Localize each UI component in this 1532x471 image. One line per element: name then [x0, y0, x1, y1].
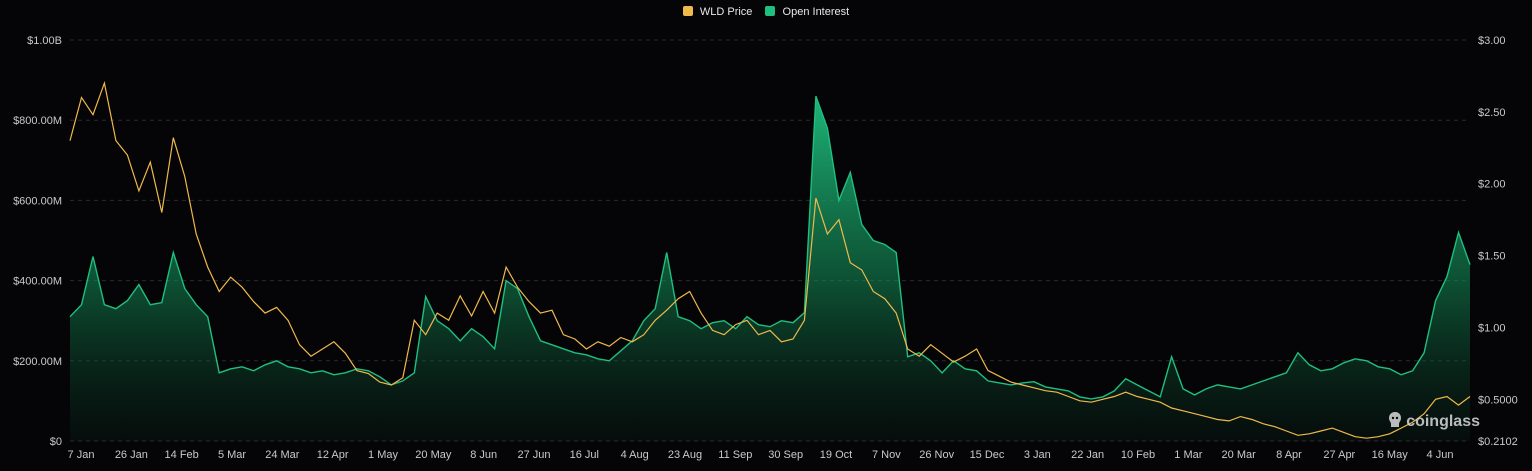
x-axis-tick-label: 30 Sep — [768, 449, 803, 461]
watermark: coinglass — [1387, 411, 1480, 431]
wld-price-line — [69, 80, 1471, 439]
x-axis-tick-label: 15 Dec — [970, 449, 1005, 461]
right-axis-tick-label: $1.00 — [1478, 322, 1506, 334]
left-axis-tick-label: $0 — [50, 436, 62, 448]
x-axis-tick-label: 7 Nov — [872, 449, 901, 461]
coinglass-logo-icon — [1389, 412, 1402, 427]
x-axis: 7 Jan 26 Jan 14 Feb 5 Mar 24 Mar 12 Apr 1 May 2… — [68, 449, 1454, 461]
legend-swatch-price — [682, 6, 693, 16]
x-axis-tick-label: 19 Oct — [820, 449, 852, 461]
left-axis-tick-label: $400.00M — [13, 276, 62, 288]
right-axis: $0.2102 $0.5000 $1.00 $1.50 $2.00 $2.50 $3.00 — [1478, 35, 1518, 448]
right-axis-tick-label: $2.00 — [1478, 179, 1506, 191]
x-axis-tick-label: 8 Jun — [470, 449, 497, 461]
right-axis-tick-label: $1.50 — [1478, 251, 1506, 263]
x-axis-tick-label: 1 Mar — [1174, 449, 1202, 461]
line-layer — [69, 80, 1471, 439]
legend-label-oi: Open Interest — [782, 6, 850, 18]
x-axis-tick-label: 12 Apr — [317, 449, 349, 461]
left-axis-tick-label: $1.00B — [27, 35, 62, 47]
left-axis-tick-label: $600.00M — [13, 195, 62, 207]
x-axis-tick-label: 10 Feb — [1121, 449, 1155, 461]
x-axis-tick-label: 24 Mar — [265, 449, 300, 461]
legend-swatch-oi — [765, 6, 776, 16]
right-axis-tick-label: $3.00 — [1478, 35, 1506, 47]
legend-item-oi[interactable]: Open Interest — [765, 6, 849, 18]
x-axis-tick-label: 1 May — [368, 449, 398, 461]
x-axis-tick-label: 3 Jan — [1024, 449, 1051, 461]
open-interest-area — [70, 96, 1470, 441]
legend: WLD Price Open Interest — [0, 6, 1532, 18]
x-axis-tick-label: 4 Jun — [1427, 449, 1454, 461]
legend-item-price[interactable]: WLD Price — [682, 6, 753, 18]
x-axis-tick-label: 26 Jan — [115, 449, 148, 461]
left-axis-tick-label: $800.00M — [13, 115, 62, 127]
x-axis-tick-label: 5 Mar — [218, 449, 246, 461]
x-axis-tick-label: 22 Jan — [1071, 449, 1104, 461]
x-axis-tick-label: 4 Aug — [621, 449, 649, 461]
x-axis-tick-label: 16 May — [1372, 449, 1409, 461]
x-axis-tick-label: 27 Jun — [517, 449, 550, 461]
left-axis-tick-label: $200.00M — [13, 356, 62, 368]
x-axis-tick-label: 26 Nov — [919, 449, 954, 461]
x-axis-tick-label: 27 Apr — [1323, 449, 1355, 461]
legend-label-price: WLD Price — [699, 6, 753, 18]
x-axis-tick-label: 23 Aug — [668, 449, 702, 461]
x-axis-tick-label: 20 May — [415, 449, 452, 461]
left-axis: $0 $200.00M $400.00M $600.00M $800.00M $1.00B — [13, 35, 62, 448]
x-axis-tick-label: 16 Jul — [570, 449, 599, 461]
x-axis-tick-label: 11 Sep — [718, 449, 752, 461]
right-axis-tick-label: $2.50 — [1478, 107, 1506, 119]
right-axis-tick-label: $0.2102 — [1478, 436, 1518, 448]
x-axis-tick-label: 8 Apr — [1276, 449, 1302, 461]
x-axis-tick-label: 20 Mar — [1222, 449, 1257, 461]
open-interest-line — [69, 95, 1471, 400]
watermark-text: coinglass — [1406, 413, 1480, 430]
right-axis-tick-label: $0.5000 — [1478, 394, 1518, 406]
area-layer — [69, 95, 1471, 441]
x-axis-tick-label: 7 Jan — [68, 449, 95, 461]
x-axis-tick-label: 14 Feb — [165, 449, 199, 461]
